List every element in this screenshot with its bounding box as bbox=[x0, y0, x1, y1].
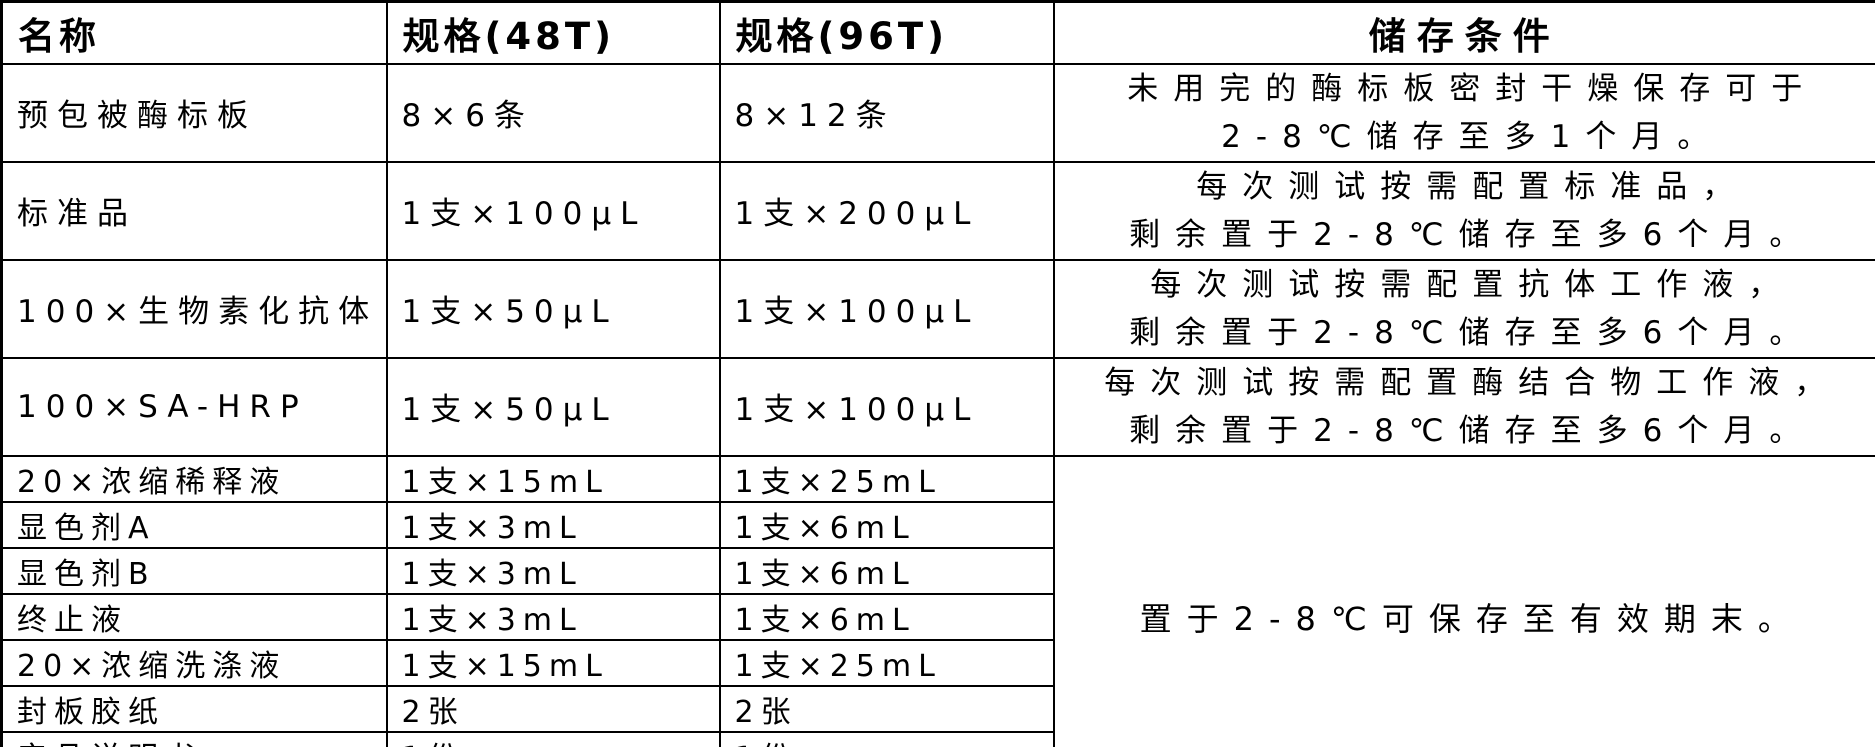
spec48-cell: 1支×15mL bbox=[385, 638, 721, 687]
spec48-cell: 1支×15mL bbox=[385, 454, 721, 503]
storage-cell: 未用完的酶标板密封干燥保存可于 2-8℃储存至多1个月。 bbox=[1052, 62, 1875, 163]
spec48-cell: 1支×3mL bbox=[385, 592, 721, 641]
name-cell: 预包被酶标板 bbox=[0, 62, 388, 163]
header-cell-spec96: 规格(96T) bbox=[718, 0, 1055, 65]
spec48-cell: 1份 bbox=[385, 730, 721, 747]
name-cell: 20×浓缩稀释液 bbox=[0, 454, 388, 503]
spec96-cell: 1支×6mL bbox=[718, 500, 1055, 549]
table-row-wash-buffer: 20×浓缩洗涤液 1支×15mL 1支×25mL bbox=[0, 638, 1875, 687]
spec96-cell: 2张 bbox=[718, 684, 1055, 733]
table-row-sa-hrp: 100×SA-HRP 1支×50μL 1支×100μL 每次测试按需配置酶结合物… bbox=[0, 356, 1875, 457]
name-cell: 产品说明书 bbox=[0, 730, 388, 747]
storage-cell: 每次测试按需配置酶结合物工作液， 剩余置于2-8℃储存至多6个月。 bbox=[1052, 356, 1875, 457]
storage-cell: 每次测试按需配置标准品， 剩余置于2-8℃储存至多6个月。 bbox=[1052, 160, 1875, 261]
storage-line: 剩余置于2-8℃储存至多6个月。 bbox=[1129, 412, 1816, 449]
table-row-diluent: 20×浓缩稀释液 1支×15mL 1支×25mL 置于2-8℃可保存至有效期末。 bbox=[0, 454, 1875, 747]
table-row-manual: 产品说明书 1份 1份 bbox=[0, 730, 1875, 747]
storage-line: 每次测试按需配置酶结合物工作液， bbox=[1104, 364, 1841, 401]
table-row-stop-solution: 终止液 1支×3mL 1支×6mL bbox=[0, 592, 1875, 641]
header-cell-name: 名称 bbox=[0, 0, 388, 65]
table-header-row: 名称 规格(48T) 规格(96T) 储存条件 bbox=[0, 0, 1875, 65]
table-row-biotin-antibody: 100×生物素化抗体 1支×50μL 1支×100μL 每次测试按需配置抗体工作… bbox=[0, 258, 1875, 359]
spec96-cell: 1支×200μL bbox=[718, 160, 1055, 261]
spec96-cell: 1支×25mL bbox=[718, 638, 1055, 687]
name-cell: 100×SA-HRP bbox=[0, 356, 388, 457]
storage-line: 剩余置于2-8℃储存至多6个月。 bbox=[1129, 216, 1816, 253]
storage-line: 未用完的酶标板密封干燥保存可于 bbox=[1127, 70, 1818, 107]
name-cell: 显色剂A bbox=[0, 500, 388, 549]
spec96-cell: 1份 bbox=[718, 730, 1055, 747]
storage-line: 2-8℃储存至多1个月。 bbox=[1221, 118, 1724, 155]
name-cell: 标准品 bbox=[0, 160, 388, 261]
spec96-cell: 1支×100μL bbox=[718, 258, 1055, 359]
table-row-substrate-b: 显色剂B 1支×3mL 1支×6mL bbox=[0, 546, 1875, 595]
name-cell: 20×浓缩洗涤液 bbox=[0, 638, 388, 687]
storage-cell-merged: 置于2-8℃可保存至有效期末。 bbox=[1052, 454, 1875, 747]
spec48-cell: 1支×50μL bbox=[385, 356, 721, 457]
storage-cell: 每次测试按需配置抗体工作液， 剩余置于2-8℃储存至多6个月。 bbox=[1052, 258, 1875, 359]
spec48-cell: 2张 bbox=[385, 684, 721, 733]
spec48-cell: 1支×50μL bbox=[385, 258, 721, 359]
name-cell: 显色剂B bbox=[0, 546, 388, 595]
spec96-cell: 1支×25mL bbox=[718, 454, 1055, 503]
spec96-cell: 8×12条 bbox=[718, 62, 1055, 163]
storage-line: 每次测试按需配置标准品， bbox=[1196, 168, 1749, 205]
spec96-cell: 1支×6mL bbox=[718, 592, 1055, 641]
name-cell: 100×生物素化抗体 bbox=[0, 258, 388, 359]
spec48-cell: 1支×100μL bbox=[385, 160, 721, 261]
name-cell: 终止液 bbox=[0, 592, 388, 641]
header-cell-storage: 储存条件 bbox=[1052, 0, 1875, 65]
spec48-cell: 1支×3mL bbox=[385, 546, 721, 595]
spec96-cell: 1支×6mL bbox=[718, 546, 1055, 595]
table-row-substrate-a: 显色剂A 1支×3mL 1支×6mL bbox=[0, 500, 1875, 549]
spec48-cell: 8×6条 bbox=[385, 62, 721, 163]
name-cell: 封板胶纸 bbox=[0, 684, 388, 733]
storage-line: 剩余置于2-8℃储存至多6个月。 bbox=[1129, 314, 1816, 351]
table-row-plate-sealer: 封板胶纸 2张 2张 bbox=[0, 684, 1875, 733]
table-row-standard: 标准品 1支×100μL 1支×200μL 每次测试按需配置标准品， 剩余置于2… bbox=[0, 160, 1875, 261]
header-cell-spec48: 规格(48T) bbox=[385, 0, 721, 65]
table-row-plate: 预包被酶标板 8×6条 8×12条 未用完的酶标板密封干燥保存可于 2-8℃储存… bbox=[0, 62, 1875, 163]
storage-line: 每次测试按需配置抗体工作液， bbox=[1150, 266, 1795, 303]
spec48-cell: 1支×3mL bbox=[385, 500, 721, 549]
spec96-cell: 1支×100μL bbox=[718, 356, 1055, 457]
